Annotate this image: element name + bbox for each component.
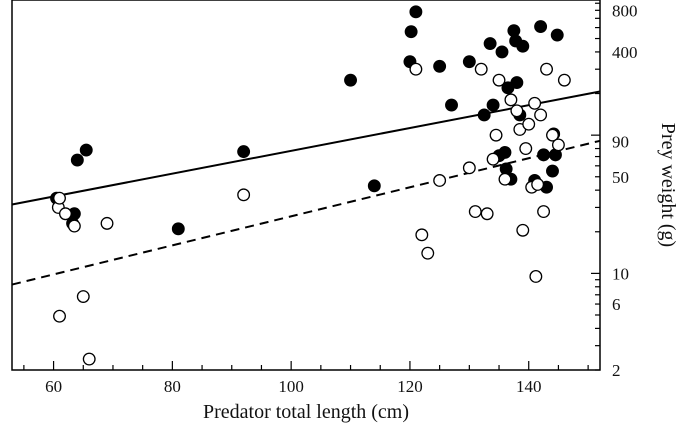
open-point <box>531 177 545 191</box>
open-point <box>492 73 506 87</box>
y-tick-label: 10 <box>612 264 629 283</box>
open-point <box>498 172 512 186</box>
filled-point <box>404 25 418 39</box>
open-point <box>474 62 488 76</box>
y-tick-label: 50 <box>612 168 629 187</box>
x-tick-label: 140 <box>516 377 542 396</box>
filled-point <box>486 98 500 112</box>
y-tick-label: 6 <box>612 295 621 314</box>
y-axis-ticks: 2 6 10 50 90 400 800 <box>591 1 638 380</box>
filled-point <box>237 145 251 159</box>
y-axis-title: Prey weight (g) <box>657 123 678 247</box>
open-point <box>100 216 114 230</box>
open-point <box>53 309 66 323</box>
open-point <box>528 96 542 110</box>
filled-point <box>510 76 524 90</box>
filled-point <box>534 20 548 34</box>
filled-point <box>507 24 521 38</box>
regression-lines <box>11 90 601 286</box>
filled-point <box>483 37 497 50</box>
open-point <box>546 128 559 142</box>
x-axis-title: Predator total length (cm) <box>203 401 409 423</box>
open-point <box>486 152 500 166</box>
open-point <box>421 246 435 260</box>
y-tick-label: 2 <box>612 361 621 380</box>
filled-point <box>445 98 458 112</box>
filled-point <box>462 55 476 69</box>
open-point <box>516 223 530 237</box>
open-point <box>510 104 524 118</box>
open-point <box>433 174 447 187</box>
dashed-fit-line <box>11 139 601 286</box>
open-point <box>537 205 551 219</box>
solid-fit-line <box>11 90 601 206</box>
open-point <box>415 228 429 242</box>
open-point <box>529 270 543 283</box>
data-points <box>50 5 571 366</box>
open-point <box>540 62 553 76</box>
filled-point <box>498 145 512 159</box>
filled-point <box>516 39 530 53</box>
filled-point <box>171 222 185 236</box>
open-point <box>462 161 476 175</box>
x-tick-label: 60 <box>45 377 62 396</box>
filled-point <box>537 148 551 162</box>
open-point <box>67 219 81 233</box>
open-point <box>53 191 66 205</box>
open-point <box>409 62 423 76</box>
open-point <box>557 73 571 87</box>
open-point <box>480 207 494 221</box>
open-point <box>551 138 565 152</box>
open-point <box>519 142 533 155</box>
filled-point <box>367 179 381 193</box>
x-tick-label: 120 <box>397 377 423 396</box>
open-point <box>504 93 518 107</box>
open-point <box>534 108 548 122</box>
x-axis-ticks: 60 80 100 120 140 <box>23 361 589 396</box>
filled-point <box>409 5 423 19</box>
open-point <box>489 128 503 142</box>
filled-point <box>550 28 564 42</box>
y-tick-label: 400 <box>612 43 638 62</box>
open-point <box>522 117 536 131</box>
filled-point <box>433 59 447 73</box>
filled-point <box>344 73 357 87</box>
open-point <box>59 207 72 221</box>
open-point <box>82 352 96 366</box>
open-point <box>468 205 482 219</box>
filled-point <box>546 164 559 178</box>
plot-frame <box>11 0 601 371</box>
x-tick-label: 80 <box>164 377 181 396</box>
filled-point <box>495 45 509 59</box>
open-point <box>237 188 251 202</box>
x-tick-label: 100 <box>278 377 304 396</box>
filled-point <box>477 108 491 122</box>
filled-point <box>70 153 84 167</box>
open-point <box>76 290 90 303</box>
y-tick-label: 90 <box>612 132 629 151</box>
filled-point <box>79 143 93 157</box>
y-tick-label: 800 <box>612 1 638 20</box>
